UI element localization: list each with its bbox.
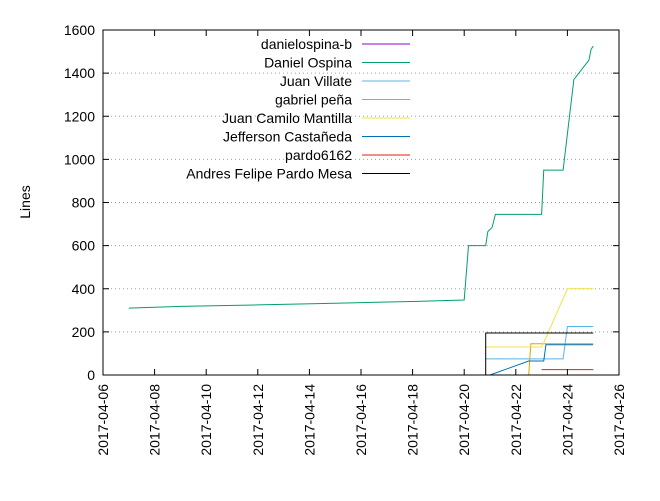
y-tick-label: 600 [72,238,96,254]
x-tick-label: 2017-04-18 [405,384,421,456]
x-tick-label: 2017-04-16 [353,384,369,456]
legend-label: pardo6162 [285,147,352,163]
series-line [128,45,594,309]
legend-label: gabriel peña [275,92,352,108]
y-tick-label: 1000 [64,151,95,167]
x-tick-label: 2017-04-20 [456,384,472,456]
y-tick-label: 0 [87,367,95,383]
legend: danielospina-b Daniel Ospina Juan Villate g… [186,36,410,182]
y-tick-label: 200 [72,324,96,340]
x-tick-label: 2017-04-24 [559,384,575,456]
legend-label: Juan Camilo Mantilla [222,110,352,126]
x-tick-label: 2017-04-12 [250,384,266,456]
series-line [489,344,594,376]
legend-label: Daniel Ospina [264,55,352,71]
series-line [485,288,594,348]
series-line [528,343,594,376]
x-tick-label: 2017-04-08 [147,384,163,456]
x-tick-label: 2017-04-26 [611,384,627,456]
x-tick-label: 2017-04-22 [508,384,524,456]
y-tick-label: 1200 [64,108,95,124]
legend-label: danielospina-b [261,36,352,52]
series-line [485,332,594,375]
series-line [485,325,594,360]
ticks-layer: 0 200 400 600 800 1000 1200 1400 1600 2017-04-06 2… [64,22,627,456]
y-tick-label: 800 [72,195,96,211]
y-tick-label: 1600 [64,22,95,38]
plot-frame [102,29,620,376]
y-axis-title: Lines [17,185,33,218]
legend-label: Jefferson Castañeda [223,129,352,145]
x-tick-label: 2017-04-14 [301,384,317,456]
x-tick-label: 2017-04-06 [95,384,111,456]
legend-label: Andres Felipe Pardo Mesa [186,166,352,182]
legend-label: Juan Villate [280,73,352,89]
y-tick-label: 400 [72,281,96,297]
y-tick-label: 1400 [64,65,95,81]
grid-layer [103,72,619,333]
series-layer [128,45,594,376]
x-tick-label: 2017-04-10 [198,384,214,456]
